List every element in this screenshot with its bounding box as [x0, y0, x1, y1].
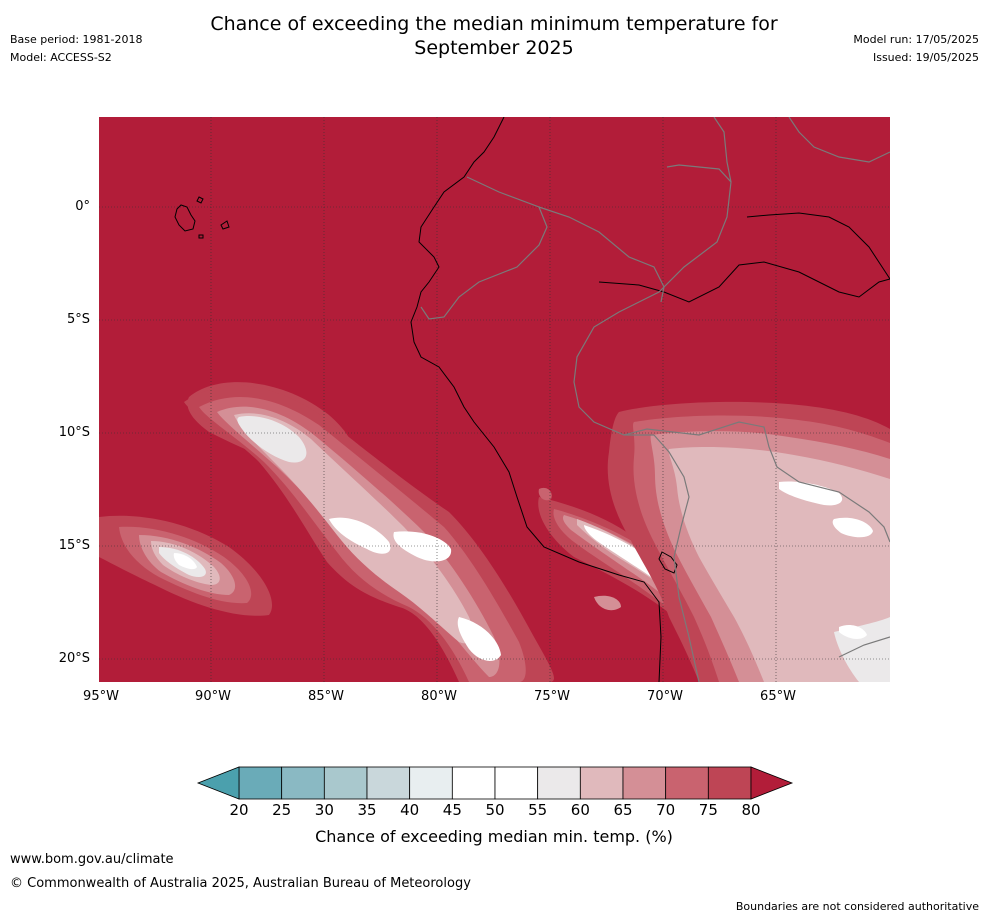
lon-label-85w: 85°W — [308, 689, 344, 704]
lat-label-5s: 5°S — [66, 312, 90, 327]
lat-label-0: 0° — [75, 199, 90, 214]
colorbar-swatch — [707, 766, 752, 800]
colorbar-swatch — [366, 766, 411, 800]
page-title: Chance of exceeding the median minimum t… — [0, 12, 988, 60]
colorbar-swatch — [451, 766, 496, 800]
colorbar-tick-label: 40 — [400, 801, 420, 819]
colorbar-tick-label: 80 — [741, 801, 761, 819]
lake-titicaca — [658, 551, 678, 574]
coastline — [410, 117, 662, 682]
colorbar-swatch — [238, 766, 283, 800]
lon-label-90w: 90°W — [195, 689, 231, 704]
model-text: Model: ACCESS-S2 — [10, 51, 112, 64]
colorbar-swatch — [665, 766, 709, 800]
footer-copyright: © Commonwealth of Australia 2025, Austra… — [10, 876, 471, 891]
base-period-text: Base period: 1981-2018 — [10, 33, 143, 46]
lat-label-10s: 10°S — [58, 425, 90, 440]
title-line-2: September 2025 — [414, 37, 574, 59]
colorbar-tick-label: 70 — [656, 801, 676, 819]
colorbar-high-arrow — [750, 766, 794, 800]
colorbar — [196, 766, 794, 800]
colorbar-swatch — [409, 766, 453, 800]
colorbar-tick-label: 60 — [570, 801, 590, 819]
colorbar-swatch — [579, 766, 624, 800]
offshore-band-main — [184, 385, 554, 682]
lon-label-65w: 65°W — [760, 689, 796, 704]
lon-label-95w: 95°W — [83, 689, 119, 704]
patch-coast — [538, 487, 552, 501]
interior-band-bolivia — [607, 401, 890, 682]
colorbar-tick-label: 65 — [613, 801, 633, 819]
patch-offshore — [594, 595, 621, 611]
colorbar-swatch — [622, 766, 667, 800]
lon-label-70w: 70°W — [647, 689, 683, 704]
galapagos-islands — [174, 196, 230, 239]
lon-label-80w: 80°W — [421, 689, 457, 704]
footer-url: www.bom.gov.au/climate — [10, 852, 174, 867]
colorbar-tick-label: 30 — [314, 801, 334, 819]
colorbar-tick-label: 50 — [485, 801, 505, 819]
title-line-1: Chance of exceeding the median minimum t… — [210, 13, 778, 35]
country-borders — [420, 117, 890, 682]
lat-label-15s: 15°S — [58, 538, 90, 553]
lat-label-20s: 20°S — [58, 651, 90, 666]
footer-disclaimer: Boundaries are not considered authoritat… — [735, 900, 979, 913]
colorbar-swatch — [494, 766, 539, 800]
colorbar-swatch — [537, 766, 581, 800]
colorbar-label: Chance of exceeding median min. temp. (%… — [315, 827, 673, 846]
lon-label-75w: 75°W — [534, 689, 570, 704]
colorbar-swatch — [281, 766, 325, 800]
graticule — [99, 117, 890, 682]
colorbar-ticks: 20 25 30 35 40 45 50 55 60 65 70 75 80 — [0, 801, 988, 821]
probability-map — [99, 117, 890, 682]
issued-text: Issued: 19/05/2025 — [872, 51, 979, 64]
colorbar-tick-label: 55 — [528, 801, 548, 819]
colorbar-tick-label: 75 — [698, 801, 718, 819]
colorbar-tick-label: 20 — [229, 801, 249, 819]
colorbar-swatch — [323, 766, 368, 800]
model-run-text: Model run: 17/05/2025 — [853, 33, 979, 46]
colorbar-low-arrow — [196, 766, 240, 800]
colorbar-tick-label: 25 — [272, 801, 292, 819]
amazon-coast — [598, 212, 890, 303]
colorbar-tick-label: 35 — [357, 801, 377, 819]
colorbar-tick-label: 45 — [442, 801, 462, 819]
